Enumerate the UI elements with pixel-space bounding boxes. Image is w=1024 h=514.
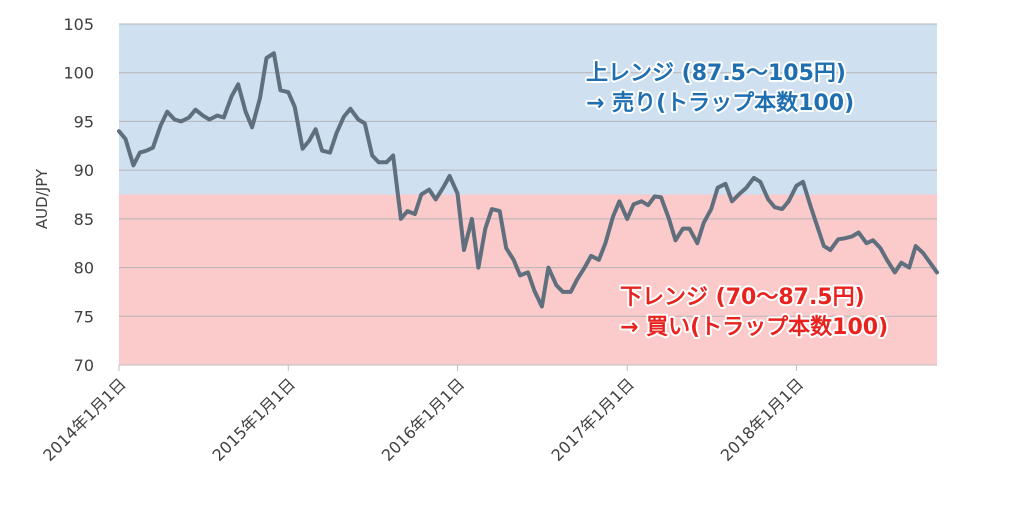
series-line-0 [117,51,939,309]
annotation-0-line-0: 上レンジ (87.5～105円) [586,61,846,86]
annotation-1-line-0: 下レンジ (70～87.5円) [620,285,865,310]
y-tick-label: 95 [74,112,94,131]
y-tick-label: 85 [74,210,94,229]
x-tick-label: 2017年1月1日 [547,374,638,465]
range-band-1 [119,194,937,365]
x-axis: 2014年1月1日 2015年1月1日 2016年1月1日 2017年1月1日 2018… [39,364,937,465]
y-axis-label: AUD/JPY [33,168,51,229]
annotations: 上レンジ (87.5～105円) → 売り(トラップ本数100) 下レンジ (70～… [584,59,890,342]
y-tick-label: 70 [74,356,94,375]
y-axis: 70 75 80 85 90 95 100 105 [63,15,94,375]
y-tick-label: 90 [74,161,94,180]
y-tick-label: 100 [63,64,94,83]
y-tick-label: 80 [74,259,94,278]
x-tick-label: 2014年1月1日 [39,374,130,465]
x-tick-label: 2018年1月1日 [717,374,808,465]
annotation-0-line-1: → 売り(トラップ本数100) [586,90,854,116]
x-tick-label: 2016年1月1日 [378,374,469,465]
y-tick-label: 75 [74,307,94,326]
range-bands [119,24,937,365]
annotation-1-line-1: → 買い(トラップ本数100) [620,314,888,340]
series-group [117,51,939,309]
y-tick-label: 105 [63,15,94,34]
x-tick-label: 2015年1月1日 [209,374,300,465]
